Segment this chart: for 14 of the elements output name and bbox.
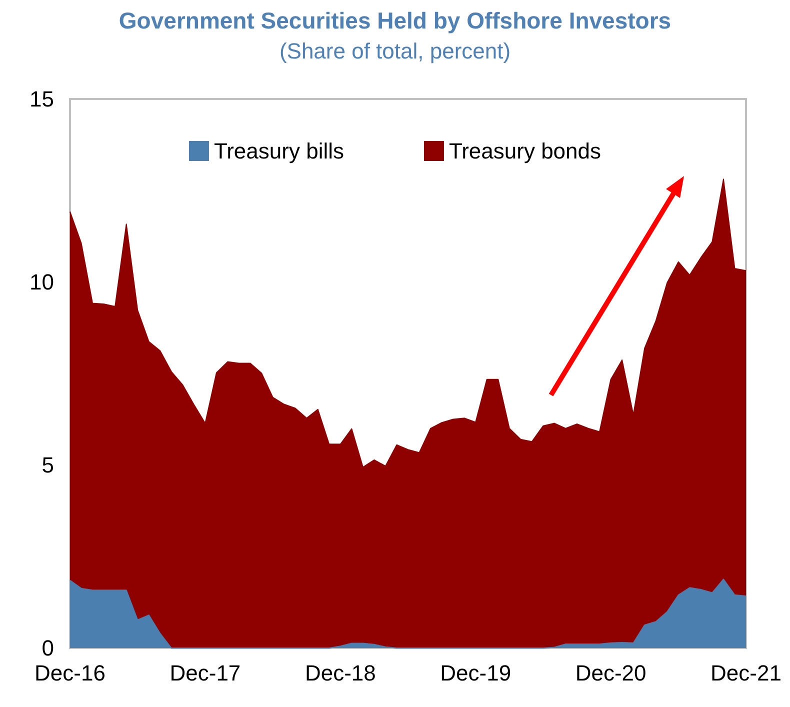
x-tick-label: Dec-16 xyxy=(34,660,106,686)
x-tick-label: Dec-18 xyxy=(304,660,376,686)
y-tick-label: 10 xyxy=(30,270,54,294)
x-tick-label: Dec-20 xyxy=(575,660,646,686)
y-tick-label: 15 xyxy=(30,86,54,112)
legend-label: Treasury bonds xyxy=(448,138,602,164)
legend-label: Treasury bills xyxy=(214,138,344,164)
chart-subtitle: (Share of total, percent) xyxy=(279,38,511,64)
x-tick-label: Dec-19 xyxy=(440,660,512,686)
x-tick-label: Dec-21 xyxy=(710,660,782,686)
chart-title: Government Securities Held by Offshore Investors xyxy=(118,8,672,34)
x-tick-label: Dec-17 xyxy=(170,660,241,686)
y-tick-label: 0 xyxy=(42,636,54,660)
y-tick-label: 5 xyxy=(42,452,54,478)
